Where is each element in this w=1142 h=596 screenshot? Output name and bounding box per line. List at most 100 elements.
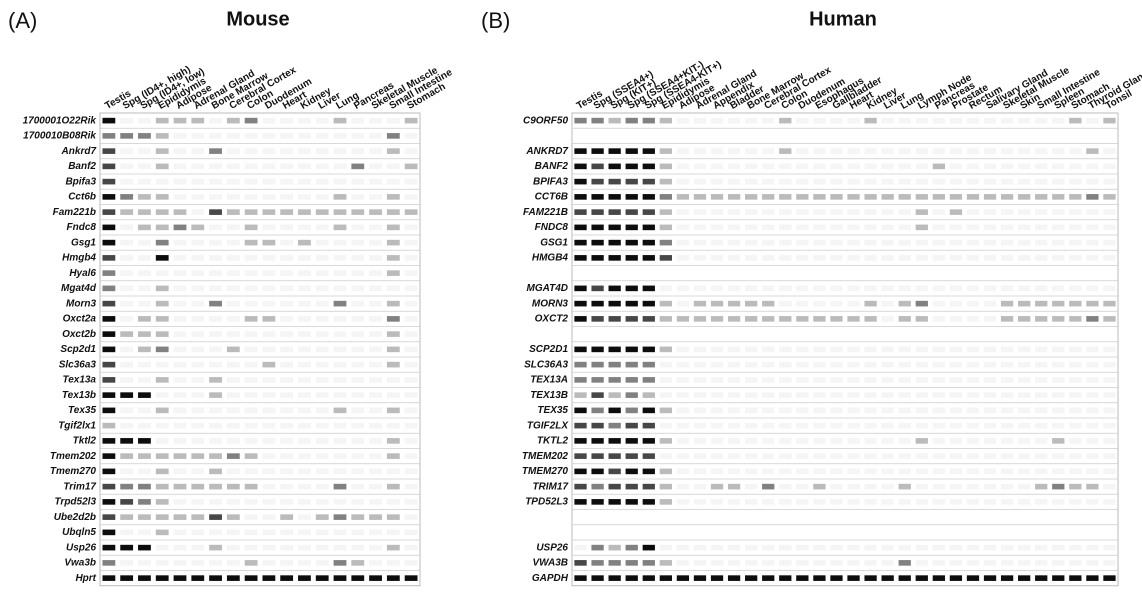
- band: [369, 545, 382, 551]
- band: [334, 408, 347, 414]
- band: [1052, 423, 1064, 429]
- band: [745, 347, 757, 353]
- band: [899, 316, 911, 322]
- band: [280, 255, 293, 261]
- band: [830, 316, 842, 322]
- band: [387, 392, 400, 398]
- band: [899, 438, 911, 444]
- band: [174, 438, 187, 444]
- band: [1018, 255, 1030, 261]
- band: [626, 392, 638, 398]
- band: [984, 301, 996, 307]
- band: [1086, 164, 1098, 170]
- band: [762, 301, 774, 307]
- band: [591, 255, 603, 261]
- band: [847, 469, 859, 475]
- band: [191, 301, 204, 307]
- band: [120, 164, 133, 170]
- gene-label: GSG1: [540, 237, 568, 248]
- band: [728, 575, 740, 581]
- band: [1103, 194, 1115, 200]
- band: [609, 301, 621, 307]
- gene-label: Tex13a: [62, 375, 96, 386]
- band: [950, 408, 962, 414]
- band: [643, 560, 655, 566]
- band: [174, 499, 187, 505]
- band: [102, 225, 115, 231]
- band: [984, 438, 996, 444]
- gene-label: Morn3: [66, 298, 96, 309]
- band: [1086, 286, 1098, 292]
- band: [899, 484, 911, 490]
- band: [779, 377, 791, 383]
- band: [864, 194, 876, 200]
- band: [1069, 484, 1081, 490]
- band: [405, 225, 418, 231]
- band: [779, 545, 791, 551]
- band: [1035, 301, 1047, 307]
- band: [1069, 408, 1081, 414]
- band: [967, 575, 979, 581]
- band: [405, 469, 418, 475]
- band: [950, 484, 962, 490]
- band: [227, 194, 240, 200]
- band: [387, 453, 400, 459]
- band: [660, 194, 672, 200]
- band: [591, 392, 603, 398]
- band: [882, 560, 894, 566]
- band: [334, 301, 347, 307]
- gene-label: Scp2d1: [60, 344, 96, 355]
- band: [762, 469, 774, 475]
- band: [227, 225, 240, 231]
- band: [745, 179, 757, 185]
- band: [1103, 560, 1115, 566]
- band: [984, 240, 996, 246]
- band: [298, 347, 311, 353]
- band: [660, 499, 672, 505]
- band: [1069, 225, 1081, 231]
- band: [762, 408, 774, 414]
- band: [1052, 408, 1064, 414]
- band: [1018, 362, 1030, 368]
- band: [138, 347, 151, 353]
- band: [174, 194, 187, 200]
- band: [1018, 560, 1030, 566]
- band: [847, 377, 859, 383]
- band: [643, 209, 655, 215]
- band: [899, 240, 911, 246]
- band: [262, 194, 275, 200]
- band: [209, 164, 222, 170]
- band: [762, 423, 774, 429]
- band: [405, 362, 418, 368]
- band: [591, 499, 603, 505]
- band: [660, 301, 672, 307]
- band: [847, 453, 859, 459]
- band: [191, 560, 204, 566]
- band: [967, 255, 979, 261]
- band: [334, 453, 347, 459]
- band: [1001, 118, 1013, 124]
- band: [1103, 453, 1115, 459]
- band: [967, 423, 979, 429]
- band: [174, 575, 187, 581]
- band: [796, 316, 808, 322]
- band: [728, 408, 740, 414]
- band: [280, 209, 293, 215]
- band: [830, 240, 842, 246]
- band: [677, 347, 689, 353]
- band: [933, 423, 945, 429]
- band: [1103, 286, 1115, 292]
- gene-label: Cct6b: [68, 192, 96, 203]
- band: [694, 362, 706, 368]
- band: [102, 179, 115, 185]
- band: [830, 408, 842, 414]
- band: [1018, 575, 1030, 581]
- band: [933, 499, 945, 505]
- band: [1069, 575, 1081, 581]
- band: [762, 316, 774, 322]
- band: [1018, 225, 1030, 231]
- band: [156, 575, 169, 581]
- band: [677, 301, 689, 307]
- band: [156, 286, 169, 292]
- band: [591, 545, 603, 551]
